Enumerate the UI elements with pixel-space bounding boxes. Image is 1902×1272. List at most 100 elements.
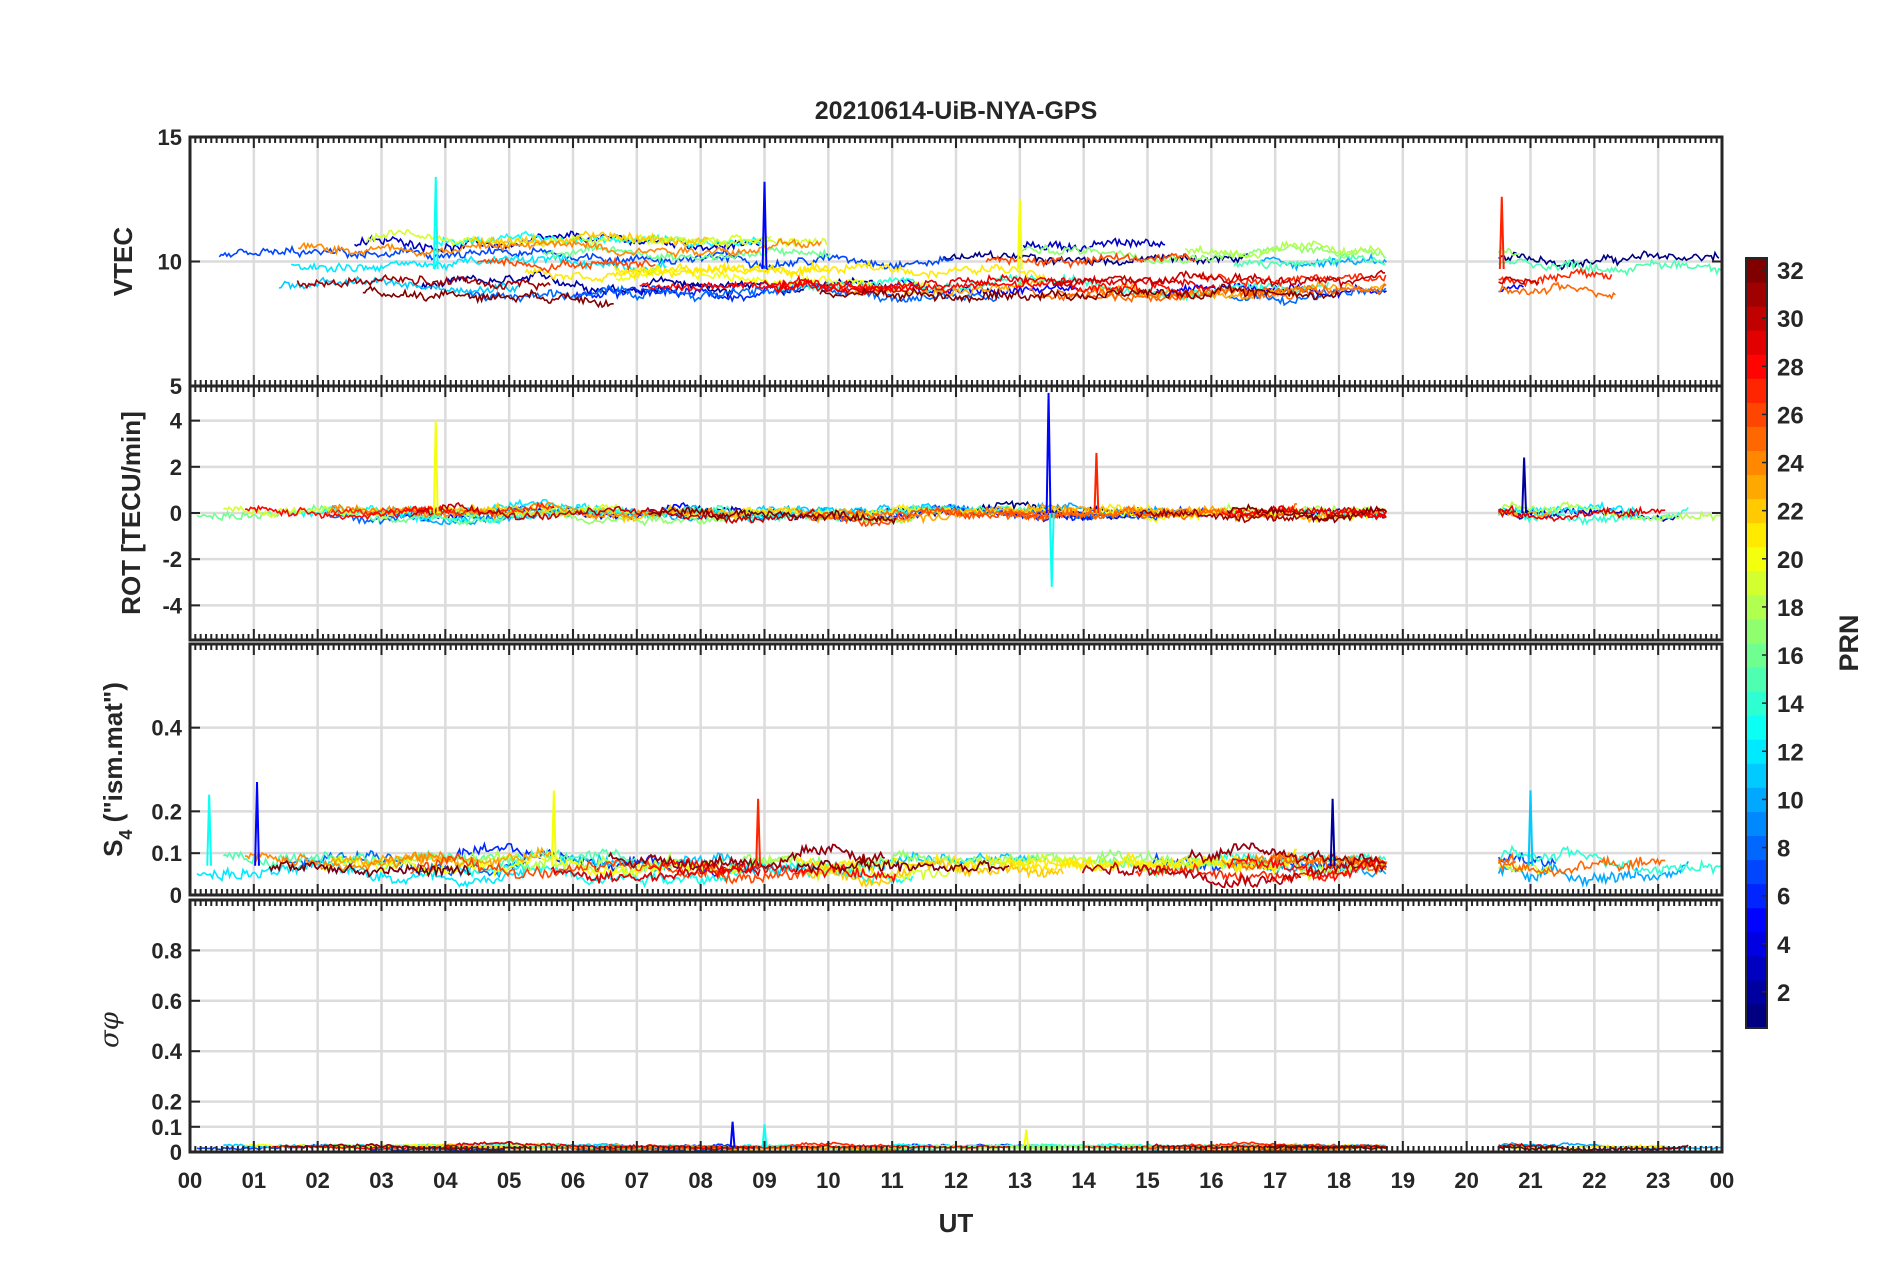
y-ticks: 00.10.2 0.4 0.6 0.8 — [151, 938, 1722, 1165]
y-axis-label: S4 ("ism.mat") — [98, 682, 136, 857]
series-prn-28 — [1226, 852, 1387, 883]
series-prn-21 — [741, 502, 1218, 522]
x-tick-label: 23 — [1646, 1168, 1670, 1193]
x-tick-label: 06 — [561, 1168, 585, 1193]
colorbar-tick-label: 14 — [1777, 691, 1804, 718]
series-prn-29 — [1497, 504, 1517, 518]
y-tick-label: -4 — [162, 593, 182, 618]
series-prn-27 — [330, 501, 554, 519]
panel-rot: -4 -2 0 2 4 ROT [TECU/min] — [116, 384, 1724, 642]
series-prn-32 — [268, 859, 472, 879]
grid — [190, 900, 1722, 1152]
series-prn-15 — [1233, 252, 1386, 270]
colorbar-swatch — [1746, 811, 1767, 836]
x-tick-label: 13 — [1008, 1168, 1032, 1193]
colorbar-swatch — [1746, 594, 1767, 620]
colorbar-swatch — [1746, 618, 1767, 644]
y-axis-label: σφ — [95, 1011, 125, 1048]
y-tick-label: 15 — [158, 125, 182, 150]
colorbar-tick-label: 2 — [1777, 980, 1790, 1007]
peak-mark — [432, 176, 439, 269]
x-tick-label: 09 — [752, 1168, 776, 1193]
x-tick-label: 01 — [242, 1168, 266, 1193]
x-ticks — [189, 386, 1723, 640]
colorbar-tick-label: 28 — [1777, 354, 1804, 381]
colorbar-tick-label: 30 — [1777, 306, 1804, 333]
colorbar-swatch — [1746, 883, 1767, 909]
colorbar-tick-label: 8 — [1777, 836, 1790, 863]
colorbar-tick-label: 26 — [1777, 402, 1804, 429]
colorbar-swatch — [1746, 258, 1767, 283]
series-prn-14 — [766, 273, 1330, 302]
series-prn-30 — [1498, 276, 1540, 287]
y-ticks: -4 -2 0 2 4 — [162, 409, 1722, 618]
series-prn-30 — [1306, 859, 1386, 877]
series-prn-32 — [819, 283, 1340, 304]
x-tick-label: 07 — [625, 1168, 649, 1193]
peak-mark — [1045, 392, 1052, 514]
peak-mark — [1527, 790, 1534, 866]
colorbar-swatch — [1746, 763, 1767, 788]
x-tick-label: 18 — [1327, 1168, 1351, 1193]
colorbar-swatch — [1746, 522, 1767, 548]
series-prn-29 — [1497, 505, 1666, 523]
series-prn-24 — [297, 237, 822, 259]
series-prn-1 — [942, 249, 1250, 267]
series-prn-32 — [648, 506, 897, 526]
series-prn-26 — [476, 256, 656, 274]
series-prn-27 — [1197, 272, 1387, 289]
series-prn-21 — [524, 260, 831, 284]
colorbar-tick-label: 22 — [1777, 499, 1804, 526]
colorbar-swatch — [1746, 450, 1767, 476]
colorbar-tick-label: 20 — [1777, 547, 1804, 574]
peak-mark — [1023, 1129, 1030, 1148]
peak-mark — [1093, 452, 1100, 514]
y-tick-label: -2 — [162, 547, 182, 572]
colorbar-label: PRN — [1834, 614, 1864, 671]
y-tick-label: 0.6 — [151, 989, 182, 1014]
colorbar-tick-label: 10 — [1777, 787, 1804, 814]
colorbar-swatch — [1746, 546, 1767, 572]
colorbar-tick-label: 6 — [1777, 884, 1790, 911]
series-prn-15 — [222, 847, 636, 870]
series-prn-22 — [470, 230, 709, 248]
x-tick-label: 22 — [1582, 1168, 1606, 1193]
x-ticks — [189, 644, 1723, 895]
x-tick-label: 04 — [433, 1168, 458, 1193]
y-tick-label: 2 — [170, 455, 182, 480]
series-prn-21 — [613, 259, 1047, 284]
series-prn-29 — [550, 862, 761, 884]
peak-mark — [1016, 199, 1023, 269]
y-tick-label: 10 — [158, 250, 182, 275]
x-tick-label: 14 — [1071, 1168, 1096, 1193]
colorbar-swatch — [1746, 955, 1767, 981]
panel-s4: 0 0.1 0.2 0.4 S4 ("ism.mat") — [98, 642, 1724, 908]
colorbar-swatch — [1746, 306, 1767, 331]
x-tick-label: 12 — [944, 1168, 968, 1193]
series-prn-1 — [1498, 250, 1720, 271]
x-tick-label: 20 — [1454, 1168, 1478, 1193]
y-tick-label: 0.1 — [151, 1115, 182, 1140]
series-prn-22 — [803, 858, 1064, 888]
series-prn-31 — [296, 274, 551, 292]
colorbar-tick-label: 16 — [1777, 643, 1804, 670]
peak-mark — [761, 1124, 768, 1148]
colorbar-swatch — [1746, 1003, 1767, 1029]
y-tick-label: 0.2 — [151, 799, 182, 824]
series-prn-26 — [804, 506, 1064, 528]
series-prn-11 — [560, 851, 1039, 878]
x-tick-label: 16 — [1199, 1168, 1223, 1193]
colorbar-swatch — [1746, 282, 1767, 307]
series-prn-8 — [467, 283, 1000, 304]
series-prn-20 — [245, 1143, 453, 1150]
x-axis-label: UT — [939, 1208, 974, 1238]
series-prn-12 — [196, 856, 526, 889]
series-prn-32 — [362, 285, 614, 309]
colorbar-tick-label: 4 — [1777, 932, 1791, 959]
peak-mark — [206, 794, 213, 866]
y-tick-label: 0.1 — [151, 841, 182, 866]
series-prn-17 — [1019, 243, 1387, 265]
colorbar-swatch — [1746, 907, 1767, 933]
series-prn-25 — [1235, 853, 1388, 871]
x-tick-label: 11 — [881, 1168, 904, 1193]
